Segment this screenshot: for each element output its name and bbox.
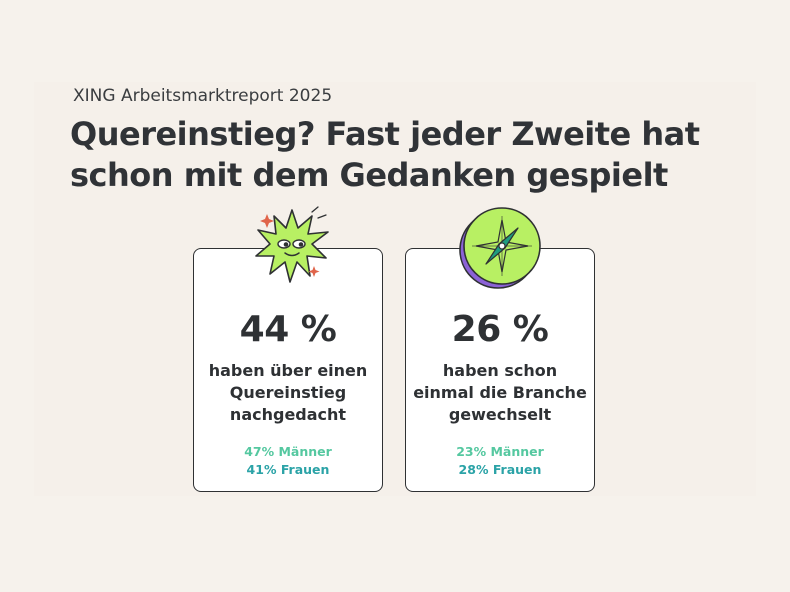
stat-card-career-change-considered: 44 % haben über einen Quereinstieg nachg… bbox=[193, 248, 383, 492]
stat-description: haben schon einmal die Branche gewechsel… bbox=[410, 360, 590, 426]
stat-description-line: gewechselt bbox=[448, 405, 552, 424]
headline-line-2: schon mit dem Gedanken gespielt bbox=[70, 156, 668, 194]
sparkly-star-face-icon bbox=[255, 206, 329, 283]
stat-description-line: haben über einen bbox=[208, 361, 368, 380]
headline: Quereinstieg? Fast jeder Zweite hat scho… bbox=[70, 114, 750, 196]
stat-description-line: einmal die Branche bbox=[413, 383, 587, 402]
infographic-panel bbox=[34, 82, 756, 496]
report-label: XING Arbeitsmarktreport 2025 bbox=[73, 86, 333, 106]
stat-description-line: Quereinstieg bbox=[229, 383, 347, 402]
stat-value: 26 % bbox=[451, 309, 549, 350]
compass-icon bbox=[459, 207, 541, 289]
stat-value: 44 % bbox=[239, 309, 337, 350]
gender-breakdown: 47% Männer 41% Frauen bbox=[194, 443, 382, 479]
men-share: 23% Männer bbox=[456, 444, 544, 459]
stat-description-line: nachgedacht bbox=[229, 405, 347, 424]
women-share: 41% Frauen bbox=[246, 462, 330, 477]
stat-description-line: haben schon bbox=[442, 361, 558, 380]
women-share: 28% Frauen bbox=[458, 462, 542, 477]
headline-line-1: Quereinstieg? Fast jeder Zweite hat bbox=[70, 115, 700, 153]
stat-card-industry-changed: 26 % haben schon einmal die Branche gewe… bbox=[405, 248, 595, 492]
gender-breakdown: 23% Männer 28% Frauen bbox=[406, 443, 594, 479]
stat-description: haben über einen Quereinstieg nachgedach… bbox=[198, 360, 378, 426]
men-share: 47% Männer bbox=[244, 444, 332, 459]
